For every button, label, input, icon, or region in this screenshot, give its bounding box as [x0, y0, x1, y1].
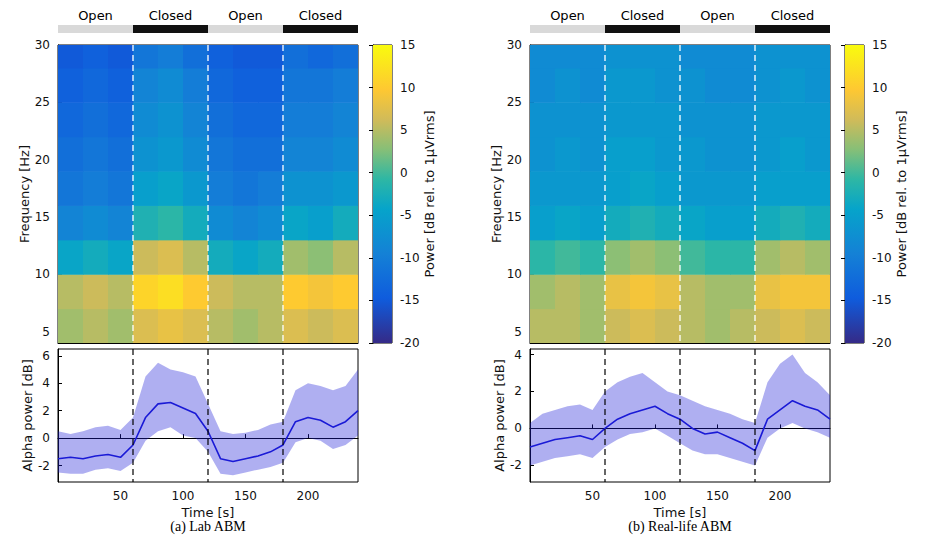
svg-text:(a) Lab ABM: (a) Lab ABM	[170, 519, 246, 535]
svg-text:10: 10	[507, 267, 522, 281]
svg-text:0: 0	[514, 421, 522, 435]
svg-text:50: 50	[585, 489, 600, 503]
svg-text:15: 15	[35, 210, 50, 224]
svg-text:Closed: Closed	[299, 8, 343, 23]
svg-text:4: 4	[42, 376, 50, 390]
svg-text:-15: -15	[400, 293, 420, 307]
svg-text:5: 5	[42, 325, 50, 339]
svg-text:Time [s]: Time [s]	[653, 505, 707, 520]
svg-text:Open: Open	[78, 8, 113, 23]
svg-text:Open: Open	[700, 8, 735, 23]
svg-text:2: 2	[514, 384, 522, 398]
svg-text:15: 15	[507, 210, 522, 224]
svg-text:Closed: Closed	[149, 8, 193, 23]
svg-text:Frequency [Hz]: Frequency [Hz]	[489, 145, 504, 243]
svg-text:-2: -2	[510, 458, 522, 472]
svg-text:Alpha power [dB]: Alpha power [dB]	[492, 359, 507, 472]
svg-text:Open: Open	[228, 8, 263, 23]
svg-text:-2: -2	[38, 459, 50, 473]
svg-text:30: 30	[35, 38, 50, 52]
svg-text:150: 150	[706, 489, 729, 503]
svg-text:Alpha power [dB]: Alpha power [dB]	[20, 359, 35, 472]
svg-text:4: 4	[514, 348, 522, 362]
svg-text:-10: -10	[400, 251, 420, 265]
svg-text:0: 0	[42, 431, 50, 445]
svg-text:20: 20	[35, 153, 50, 167]
svg-text:25: 25	[35, 95, 50, 109]
svg-text:2: 2	[42, 404, 50, 418]
svg-text:-5: -5	[872, 208, 884, 222]
svg-text:6: 6	[42, 349, 50, 363]
svg-text:10: 10	[872, 81, 887, 95]
svg-text:15: 15	[400, 38, 415, 52]
svg-text:100: 100	[644, 489, 667, 503]
svg-text:5: 5	[400, 123, 408, 137]
svg-text:5: 5	[514, 325, 522, 339]
svg-text:(b) Real-life ABM: (b) Real-life ABM	[628, 519, 732, 535]
svg-text:Closed: Closed	[771, 8, 815, 23]
svg-text:Power [dB rel. to 1μVrms]: Power [dB rel. to 1μVrms]	[422, 111, 437, 278]
svg-text:50: 50	[113, 489, 128, 503]
svg-text:30: 30	[507, 38, 522, 52]
svg-text:Open: Open	[550, 8, 585, 23]
svg-text:10: 10	[35, 267, 50, 281]
svg-text:200: 200	[769, 489, 792, 503]
svg-text:Frequency [Hz]: Frequency [Hz]	[17, 145, 32, 243]
svg-text:5: 5	[872, 123, 880, 137]
svg-text:-10: -10	[872, 251, 892, 265]
svg-text:Power [dB rel. to 1μVrms]: Power [dB rel. to 1μVrms]	[894, 111, 909, 278]
svg-text:-5: -5	[400, 208, 412, 222]
svg-text:0: 0	[872, 166, 880, 180]
svg-text:25: 25	[507, 95, 522, 109]
svg-text:200: 200	[297, 489, 320, 503]
svg-text:20: 20	[507, 153, 522, 167]
svg-text:15: 15	[872, 38, 887, 52]
svg-text:-20: -20	[872, 336, 892, 350]
svg-text:-20: -20	[400, 336, 420, 350]
svg-text:-15: -15	[872, 293, 892, 307]
svg-text:0: 0	[400, 166, 408, 180]
svg-text:Closed: Closed	[621, 8, 665, 23]
svg-text:100: 100	[172, 489, 195, 503]
svg-text:Time [s]: Time [s]	[181, 505, 235, 520]
svg-text:150: 150	[234, 489, 257, 503]
svg-text:10: 10	[400, 81, 415, 95]
